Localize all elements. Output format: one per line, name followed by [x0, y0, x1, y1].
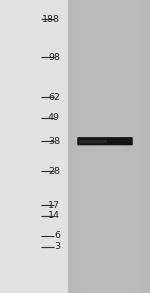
Bar	[118, 0, 119, 293]
Bar	[88, 0, 90, 293]
Bar	[98, 0, 100, 293]
Bar	[86, 0, 87, 293]
Bar	[143, 0, 144, 293]
Bar	[114, 0, 115, 293]
Bar	[95, 0, 97, 293]
Bar	[108, 0, 110, 293]
Bar	[91, 0, 93, 293]
Text: 3: 3	[54, 242, 60, 251]
Bar	[130, 0, 132, 293]
Bar	[116, 0, 118, 293]
Bar	[136, 0, 137, 293]
FancyBboxPatch shape	[79, 140, 107, 143]
Bar	[123, 0, 125, 293]
Bar	[121, 0, 122, 293]
Text: 38: 38	[48, 137, 60, 146]
Bar	[142, 0, 143, 293]
Text: 98: 98	[48, 53, 60, 62]
Text: 14: 14	[48, 212, 60, 220]
Bar	[72, 0, 73, 293]
Bar	[68, 0, 69, 293]
Bar	[107, 0, 108, 293]
Bar	[77, 0, 79, 293]
Bar	[101, 0, 102, 293]
Bar	[79, 0, 80, 293]
Bar	[110, 0, 111, 293]
Bar	[81, 0, 83, 293]
Bar	[105, 0, 107, 293]
Bar	[119, 0, 121, 293]
Bar	[132, 0, 133, 293]
Bar	[135, 0, 136, 293]
Bar	[84, 0, 86, 293]
Bar	[104, 0, 105, 293]
Bar	[126, 0, 128, 293]
Bar	[97, 0, 98, 293]
Text: 49: 49	[48, 113, 60, 122]
Bar	[137, 0, 139, 293]
Bar	[122, 0, 123, 293]
Bar	[129, 0, 130, 293]
Bar	[0, 0, 68, 293]
Bar	[102, 0, 104, 293]
Text: 188: 188	[42, 15, 60, 23]
Bar	[73, 0, 74, 293]
Bar	[128, 0, 129, 293]
Bar	[144, 0, 146, 293]
Bar	[147, 0, 149, 293]
Text: 17: 17	[48, 201, 60, 209]
Text: 62: 62	[48, 93, 60, 102]
Bar	[75, 0, 76, 293]
Bar	[149, 0, 150, 293]
FancyBboxPatch shape	[77, 137, 133, 145]
Bar	[80, 0, 81, 293]
Bar	[139, 0, 140, 293]
Bar	[112, 0, 114, 293]
Bar	[87, 0, 88, 293]
Bar	[115, 0, 116, 293]
Bar	[76, 0, 77, 293]
Bar	[94, 0, 95, 293]
Bar	[68, 0, 150, 293]
Text: 28: 28	[48, 167, 60, 176]
Bar	[83, 0, 84, 293]
Bar	[111, 0, 112, 293]
Text: 6: 6	[54, 231, 60, 240]
Bar	[125, 0, 126, 293]
Bar	[93, 0, 94, 293]
Bar	[140, 0, 142, 293]
Bar	[70, 0, 72, 293]
Bar	[133, 0, 135, 293]
Bar	[90, 0, 91, 293]
Bar	[146, 0, 147, 293]
Bar	[69, 0, 70, 293]
Bar	[100, 0, 101, 293]
